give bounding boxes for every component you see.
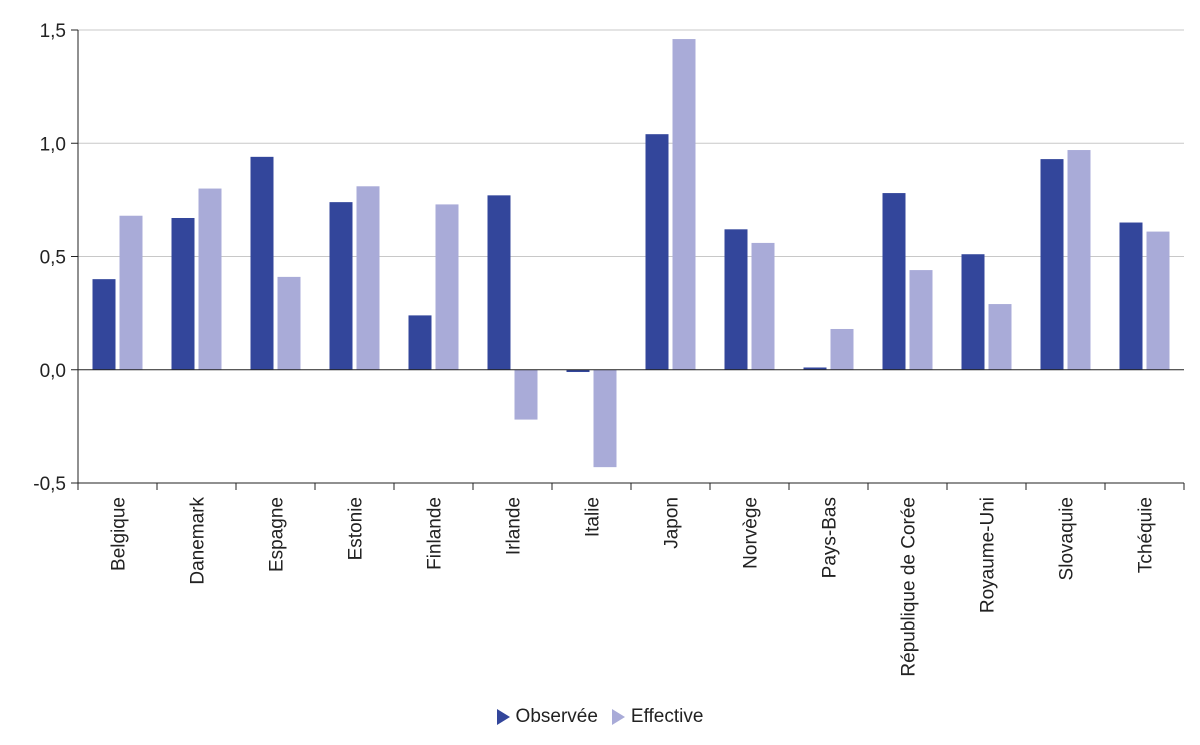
y-tick-label: 0,5	[40, 248, 66, 269]
bar-effective-finlande	[435, 204, 459, 370]
bar-effective-espagne	[277, 276, 301, 370]
bar-observee-tch-quie	[1119, 222, 1143, 370]
category-label: Italie	[583, 497, 604, 537]
legend: Observée Effective	[0, 706, 1200, 728]
bar-effective-italie	[593, 369, 617, 468]
legend-label-observee: Observée	[515, 706, 598, 727]
bar-observee-estonie	[329, 202, 353, 370]
bar-effective-royaume-uni	[988, 304, 1012, 370]
bar-effective-irlande	[514, 369, 538, 420]
category-label: Pays-Bas	[820, 497, 841, 578]
category-label: Danemark	[188, 497, 209, 585]
category-label: Tchéquie	[1136, 497, 1157, 573]
bar-observee-royaume-uni	[961, 254, 985, 370]
legend-item-effective: Effective	[611, 706, 704, 728]
bar-effective-pays-bas	[830, 328, 854, 370]
category-label: Estonie	[346, 497, 367, 560]
y-tick-label: 1,5	[40, 21, 66, 42]
category-label: Slovaquie	[1057, 497, 1078, 580]
y-tick-label: 1,0	[40, 134, 66, 155]
bar-observee-espagne	[250, 156, 274, 370]
bar-effective-norv-ge	[751, 242, 775, 370]
bar-effective-slovaquie	[1067, 150, 1091, 370]
category-label: République de Corée	[899, 497, 920, 677]
category-label: Japon	[662, 497, 683, 549]
bar-effective-belgique	[119, 215, 143, 370]
legend-marker-effective	[611, 709, 625, 725]
bar-observee-danemark	[171, 217, 195, 370]
bar-observee-italie	[566, 369, 590, 373]
category-label: Irlande	[504, 497, 525, 555]
category-label: Norvège	[741, 497, 762, 569]
legend-label-effective: Effective	[630, 706, 704, 727]
bar-observee-japon	[645, 134, 669, 370]
bar-observee-slovaquie	[1040, 159, 1064, 370]
bar-observee-norv-ge	[724, 229, 748, 370]
legend-marker-observee	[496, 709, 510, 725]
category-label: Belgique	[109, 497, 130, 571]
bar-observee-belgique	[92, 279, 116, 370]
legend-item-observee: Observée	[496, 706, 598, 728]
bar-observee-irlande	[487, 195, 511, 370]
bar-observee-pays-bas	[803, 367, 827, 370]
bar-effective-estonie	[356, 186, 380, 370]
bar-effective-danemark	[198, 188, 222, 370]
bar-observee-r-publique-de-cor-e	[882, 193, 906, 370]
y-tick-label: -0,5	[33, 474, 66, 495]
bar-observee-finlande	[408, 315, 432, 370]
category-label: Finlande	[425, 497, 446, 570]
bar-effective-japon	[672, 39, 696, 370]
category-label: Royaume-Uni	[978, 497, 999, 613]
bar-effective-r-publique-de-cor-e	[909, 270, 933, 370]
bar-effective-tch-quie	[1146, 231, 1170, 370]
category-label: Espagne	[267, 497, 288, 572]
y-tick-label: 0,0	[40, 361, 66, 382]
